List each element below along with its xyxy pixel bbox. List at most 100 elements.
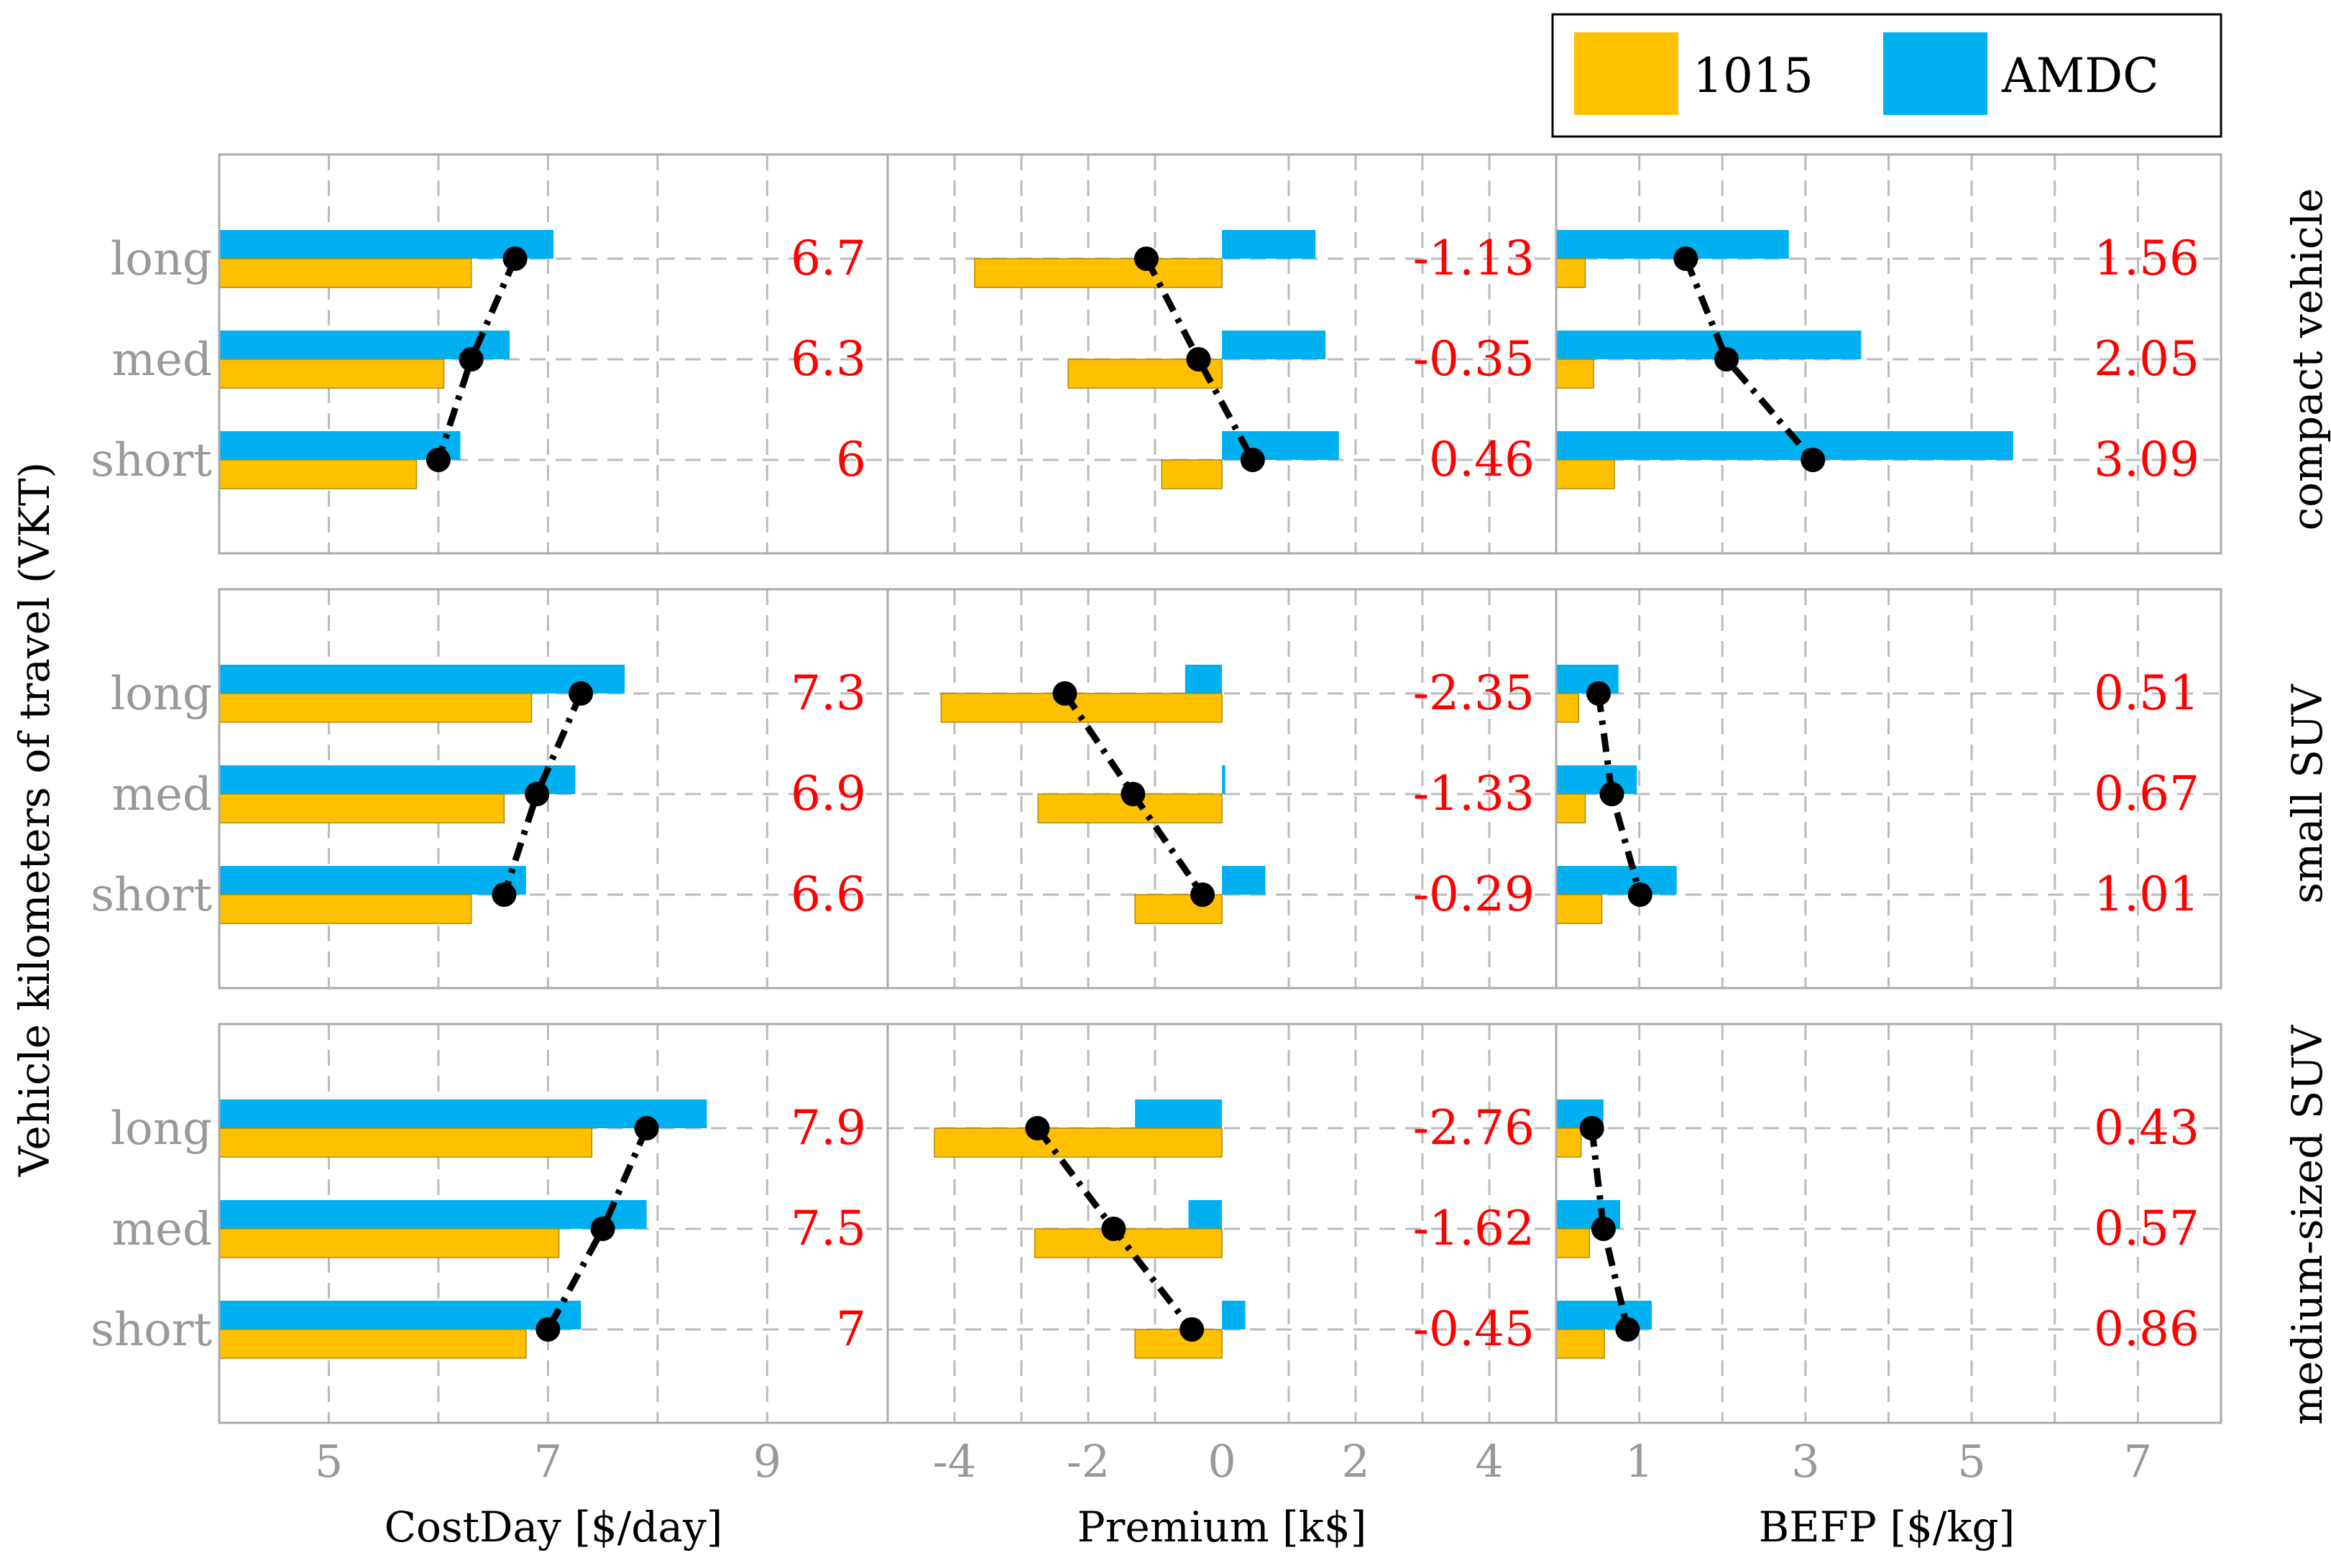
labels: 6.7 long 6.3 med 6 short 7.3 long 6.9 med 6.6 short…	[91, 231, 2199, 1488]
x-tick-label: -2	[1067, 1435, 1110, 1488]
y-axis-label: Vehicle kilometers of travel (VKT)	[10, 462, 59, 1177]
bar-amdc	[1556, 765, 1637, 794]
marker-point	[1186, 347, 1211, 372]
data-label: 0.57	[2094, 1201, 2199, 1256]
bar-amdc	[219, 1200, 647, 1229]
row-label-medium-suv: medium-sized SUV	[2283, 1025, 2331, 1425]
trend-line	[1595, 693, 1644, 896]
category-label-long: long	[111, 1102, 212, 1156]
trend-line	[1143, 257, 1256, 462]
data-label: 3.09	[2094, 432, 2199, 487]
marker-point	[1190, 882, 1215, 907]
marker-point	[634, 1116, 659, 1140]
x-axis-label-befp: BEFP [$/kg]	[1759, 1503, 2015, 1551]
row-label-small-suv: small SUV	[2283, 683, 2331, 903]
bar-1015	[219, 359, 445, 389]
bar-amdc	[219, 230, 553, 259]
bar-amdc	[1185, 665, 1222, 693]
bar-amdc	[1556, 230, 1789, 259]
data-label: -2.76	[1413, 1100, 1535, 1156]
bar-amdc	[1135, 1099, 1222, 1128]
marker-point	[1673, 246, 1698, 271]
data-label: 6.9	[791, 766, 866, 821]
marker-point	[1579, 1116, 1604, 1140]
marker-point	[1591, 1217, 1616, 1241]
marker-point	[1801, 448, 1826, 472]
bar-amdc	[1222, 866, 1266, 895]
category-label-med: med	[111, 333, 212, 387]
marker-point	[1240, 448, 1265, 472]
panel-frame	[1555, 588, 2222, 990]
bar-amdc	[1556, 431, 2013, 460]
bar-1015	[219, 1329, 527, 1359]
bar-1015	[1034, 1228, 1223, 1258]
marker-point	[502, 246, 528, 271]
marker-point	[1627, 882, 1652, 907]
bar-amdc	[219, 765, 576, 794]
data-label: 6.7	[791, 231, 866, 286]
marker-point	[1615, 1317, 1640, 1342]
bar-1015	[219, 1127, 593, 1158]
legend-label-1015: 1015	[1693, 48, 1813, 103]
x-tick-label: 7	[2124, 1435, 2152, 1488]
legend: 1015 AMDC	[1551, 13, 2222, 138]
bar-1015	[1161, 459, 1223, 489]
data-label: 6	[836, 432, 866, 487]
trend-line	[1589, 1127, 1631, 1331]
marker-point	[569, 681, 594, 706]
bar-amdc	[1222, 230, 1316, 259]
bar-1015	[1555, 359, 1594, 389]
bar-1015	[934, 1127, 1223, 1158]
marker-point	[1025, 1116, 1050, 1140]
bar-amdc	[1222, 765, 1226, 794]
bar-1015	[1555, 459, 1615, 489]
panel-frame	[1555, 1023, 2222, 1424]
data-label: 0.51	[2094, 665, 2199, 721]
bar-amdc	[1188, 1200, 1222, 1229]
bar-1015	[1555, 793, 1586, 824]
data-label: 7	[836, 1301, 866, 1357]
x-tick-label: 9	[753, 1435, 781, 1488]
marker-point	[1714, 347, 1739, 372]
category-label-med: med	[111, 768, 212, 821]
bar-1015	[219, 1228, 560, 1258]
bar-amdc	[1222, 431, 1339, 460]
data-label: -0.29	[1413, 867, 1535, 922]
x-tick-label: 7	[534, 1435, 562, 1488]
category-label-short: short	[91, 869, 212, 922]
data-label: -1.13	[1413, 231, 1535, 286]
legend-swatch-amdc	[1883, 32, 1987, 115]
data-label: 6.6	[791, 867, 866, 922]
x-tick-label: 5	[315, 1435, 343, 1488]
bar-amdc	[219, 1099, 707, 1128]
bar-1015	[1555, 894, 1603, 924]
data-label: 7.5	[791, 1201, 866, 1256]
marker-point	[1180, 1317, 1205, 1342]
marker-point	[1101, 1217, 1126, 1241]
x-tick-label: 0	[1208, 1435, 1236, 1488]
data-label: 0.43	[2094, 1100, 2199, 1156]
data-label: 1.56	[2094, 231, 2199, 286]
bar-amdc	[219, 866, 526, 895]
data-label: -0.35	[1413, 331, 1535, 387]
bar-amdc	[219, 1301, 581, 1329]
marker-point	[1586, 681, 1611, 706]
marker-point	[1134, 246, 1159, 271]
marker-point	[1052, 681, 1077, 706]
data-label: 7.3	[791, 665, 866, 721]
data-label: 0.67	[2094, 766, 2199, 821]
data-label: -1.33	[1413, 766, 1535, 821]
legend-label-amdc: AMDC	[2001, 48, 2159, 103]
bar-1015	[1555, 693, 1579, 723]
x-tick-label: 4	[1475, 1435, 1503, 1488]
row-label-compact-vehicle: compact vehicle	[2283, 188, 2331, 531]
marker-point	[492, 882, 517, 907]
data-label: 6.3	[791, 331, 866, 387]
bar-1015	[974, 258, 1223, 288]
category-label-long: long	[111, 668, 212, 721]
bar-amdc	[219, 431, 461, 460]
marker-point	[1121, 782, 1146, 806]
x-axis-label-premium: Premium [k$]	[1077, 1503, 1367, 1551]
category-label-med: med	[111, 1203, 212, 1256]
